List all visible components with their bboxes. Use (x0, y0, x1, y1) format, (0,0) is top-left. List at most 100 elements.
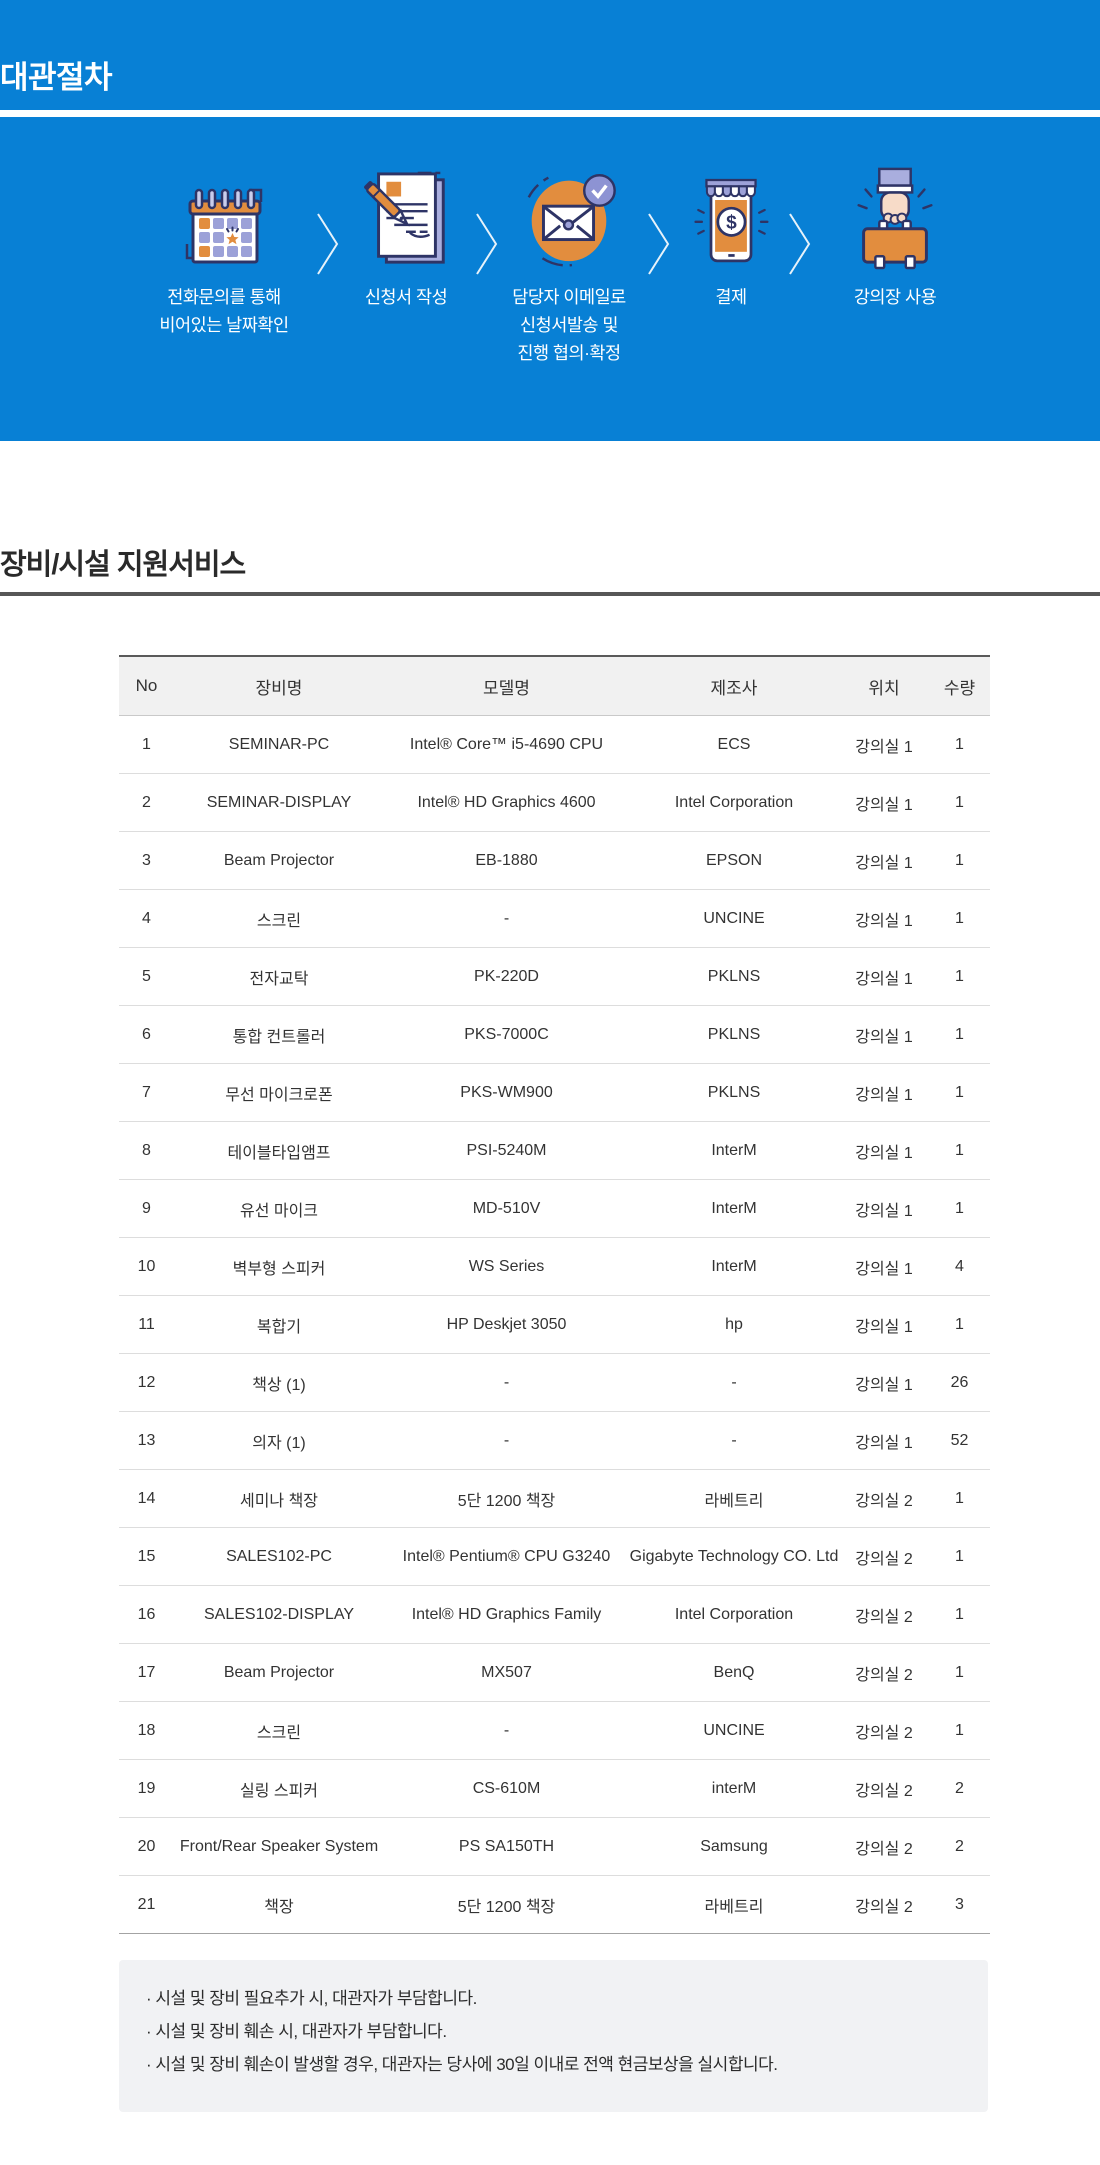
table-cell: SEMINAR-DISPLAY (174, 773, 384, 832)
table-cell: 1 (929, 1469, 990, 1528)
table-cell: 1 (929, 1295, 990, 1354)
step-label-line: 강의장 사용 (853, 287, 937, 307)
table-cell: 강의실 1 (839, 1295, 929, 1354)
rental-procedure-title: 대관절차 (0, 60, 113, 95)
payment-icon: $ (641, 168, 821, 270)
table-cell: 1 (929, 1643, 990, 1702)
table-cell: PKS-7000C (384, 1005, 629, 1064)
table-cell: 강의실 1 (839, 1005, 929, 1064)
table-cell: 라베트리 (629, 1875, 839, 1934)
table-cell: 스크린 (174, 889, 384, 948)
table-cell: PKLNS (629, 947, 839, 1006)
table-cell: 강의실 1 (839, 1121, 929, 1180)
table-cell: 1 (929, 1179, 990, 1238)
table-cell: 10 (119, 1237, 174, 1296)
column-header: 장비명 (174, 656, 384, 716)
table-cell: 2 (929, 1817, 990, 1876)
step-label: 전화문의를 통해 비어있는 날짜확인 (134, 283, 314, 339)
table-cell: 1 (929, 1527, 990, 1586)
table-cell: Intel Corporation (629, 773, 839, 832)
table-cell: InterM (629, 1121, 839, 1180)
step-label: 담당자 이메일로 신청서발송 및 진행 협의·확정 (479, 283, 659, 367)
table-cell: 무선 마이크로폰 (174, 1063, 384, 1122)
table-cell: 4 (119, 889, 174, 948)
column-header: No (119, 656, 174, 716)
table-cell: 벽부형 스피커 (174, 1237, 384, 1296)
table-cell: MD-510V (384, 1179, 629, 1238)
table-cell: 1 (929, 1585, 990, 1644)
table-cell: 강의실 2 (839, 1643, 929, 1702)
table-cell: BenQ (629, 1643, 839, 1702)
table-cell: Intel® Core™ i5-4690 CPU (384, 715, 629, 774)
table-row: 15 SALES102-PC Intel® Pentium® CPU G3240 Gi… (119, 1527, 990, 1586)
table-cell: 1 (929, 1701, 990, 1760)
chevron-right-icon (648, 213, 670, 275)
table-cell: 강의실 1 (839, 947, 929, 1006)
table-cell: 6 (119, 1005, 174, 1064)
step-label-line: 신청서 작성 (364, 287, 448, 307)
table-cell: Gigabyte Technology CO. Ltd (629, 1527, 839, 1586)
step-label-line: 결제 (715, 287, 747, 307)
column-header: 위치 (839, 656, 929, 716)
table-cell: CS-610M (384, 1759, 629, 1818)
table-cell: 8 (119, 1121, 174, 1180)
table-cell: 19 (119, 1759, 174, 1818)
table-cell: 3 (119, 831, 174, 890)
table-cell: EPSON (629, 831, 839, 890)
table-cell: Front/Rear Speaker System (174, 1817, 384, 1876)
table-cell: 강의실 2 (839, 1469, 929, 1528)
table-cell: 1 (929, 947, 990, 1006)
table-cell: 1 (929, 1121, 990, 1180)
table-cell: 12 (119, 1353, 174, 1412)
table-cell: 전자교탁 (174, 947, 384, 1006)
section-divider (0, 592, 1100, 596)
table-cell: 1 (929, 831, 990, 890)
table-cell: 강의실 2 (839, 1759, 929, 1818)
table-cell: - (384, 889, 629, 948)
table-cell: 강의실 2 (839, 1527, 929, 1586)
table-cell: 책장 (174, 1875, 384, 1934)
table-cell: 책상 (1) (174, 1353, 384, 1412)
table-cell: 강의실 1 (839, 1353, 929, 1412)
table-cell: 5 (119, 947, 174, 1006)
step-label: 강의장 사용 (805, 283, 985, 311)
table-cell: PS SA150TH (384, 1817, 629, 1876)
process-step-4: $ 결제 (641, 168, 821, 311)
step-label-line: 진행 협의·확정 (517, 343, 621, 363)
svg-text:$: $ (726, 213, 737, 234)
table-cell: 15 (119, 1527, 174, 1586)
table-cell: 2 (119, 773, 174, 832)
column-header: 제조사 (629, 656, 839, 716)
table-cell: Intel® HD Graphics 4600 (384, 773, 629, 832)
table-cell: Samsung (629, 1817, 839, 1876)
table-cell: 강의실 1 (839, 715, 929, 774)
table-cell: - (629, 1353, 839, 1412)
note-item: · 시설 및 장비 필요추가 시, 대관자가 부담합니다. (146, 1989, 477, 2008)
table-cell: - (629, 1411, 839, 1470)
table-cell: 1 (929, 1005, 990, 1064)
table-cell: 세미나 책장 (174, 1469, 384, 1528)
table-cell: 강의실 1 (839, 1179, 929, 1238)
step-label: 결제 (641, 283, 821, 311)
table-cell: ECS (629, 715, 839, 774)
table-cell: SALES102-DISPLAY (174, 1585, 384, 1644)
table-cell: 1 (929, 1063, 990, 1122)
process-step-3: 담당자 이메일로 신청서발송 및 진행 협의·확정 (479, 168, 659, 367)
table-cell: 테이블타입앰프 (174, 1121, 384, 1180)
step-label: 신청서 작성 (316, 283, 496, 311)
column-header: 수량 (929, 656, 990, 716)
process-step-2: 신청서 작성 (316, 168, 496, 311)
chevron-right-icon (476, 213, 498, 275)
table-cell: 26 (929, 1353, 990, 1412)
table-cell: 강의실 2 (839, 1875, 929, 1934)
table-cell: 21 (119, 1875, 174, 1934)
